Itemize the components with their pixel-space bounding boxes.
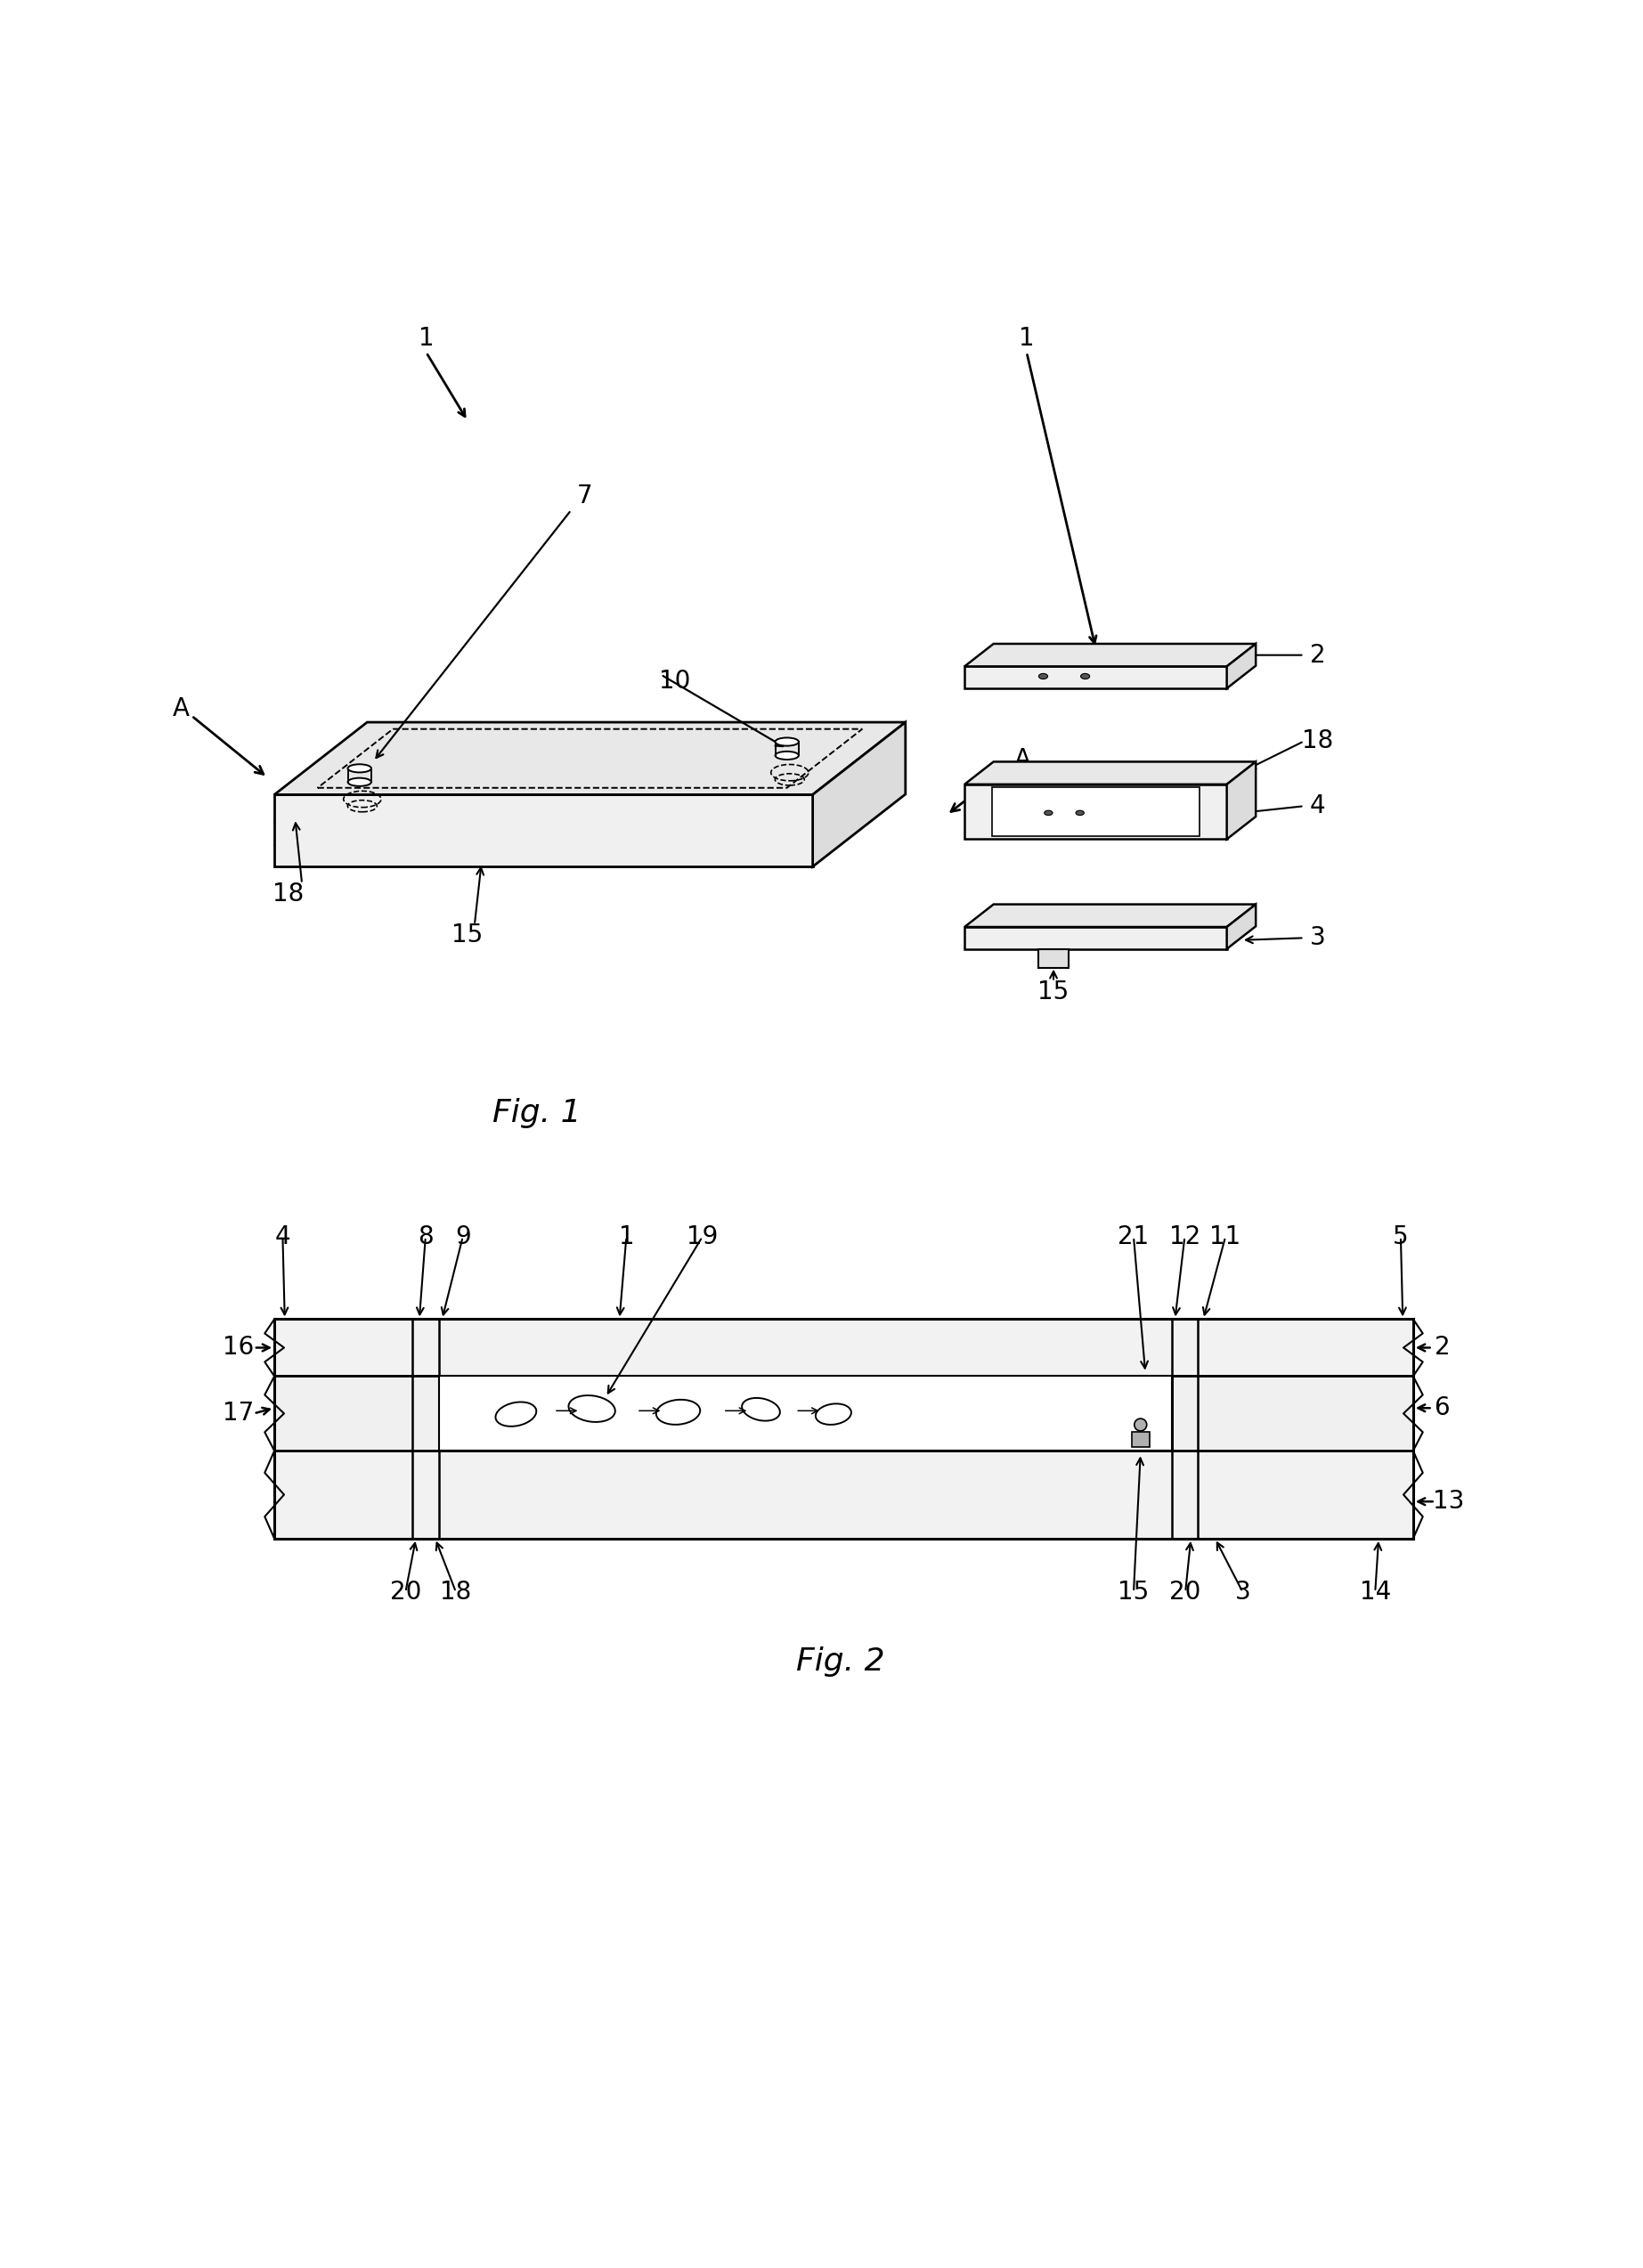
Polygon shape [992,787,1199,837]
Text: 21: 21 [1117,1225,1150,1250]
Text: 15: 15 [1117,1579,1150,1603]
Polygon shape [964,762,1255,785]
Ellipse shape [1081,674,1089,678]
Text: A: A [173,696,189,721]
Polygon shape [1132,1431,1150,1447]
Text: 17: 17 [223,1402,255,1427]
Text: 15: 15 [1038,980,1070,1005]
Polygon shape [964,905,1255,928]
Polygon shape [274,1377,439,1452]
Text: 18: 18 [273,882,304,907]
Text: Fig. 2: Fig. 2 [795,1647,884,1676]
Text: 15: 15 [452,923,483,948]
Ellipse shape [348,764,371,773]
Ellipse shape [348,778,371,787]
Text: 6: 6 [1434,1395,1451,1420]
Text: 1: 1 [419,327,434,352]
Text: 3: 3 [1309,925,1326,950]
Polygon shape [1038,948,1070,968]
Text: 20: 20 [1170,1579,1201,1603]
Text: 9: 9 [455,1225,470,1250]
Polygon shape [439,1377,1171,1452]
Polygon shape [274,721,905,794]
Ellipse shape [1045,810,1053,814]
Text: 11: 11 [1209,1225,1240,1250]
Text: 2: 2 [1434,1336,1451,1361]
Text: 13: 13 [1433,1490,1466,1515]
Polygon shape [1227,905,1255,948]
Polygon shape [964,785,1227,839]
Text: 4: 4 [1309,794,1326,819]
Text: 8: 8 [417,1225,434,1250]
Text: 20: 20 [389,1579,421,1603]
Ellipse shape [1038,674,1048,678]
Polygon shape [964,667,1227,689]
Text: 1: 1 [618,1225,634,1250]
Text: 4: 4 [274,1225,291,1250]
Circle shape [1134,1418,1147,1431]
Text: 19: 19 [687,1225,718,1250]
Text: 5: 5 [1393,1225,1408,1250]
Polygon shape [813,721,905,866]
Text: 18: 18 [1303,728,1334,753]
Ellipse shape [775,751,798,760]
Text: 18: 18 [440,1579,472,1603]
Text: 3: 3 [1236,1579,1250,1603]
Text: 12: 12 [1170,1225,1201,1250]
Polygon shape [1171,1377,1413,1452]
Polygon shape [274,1320,1413,1377]
Polygon shape [1227,644,1255,689]
Polygon shape [274,1452,1413,1538]
Ellipse shape [775,737,798,746]
Polygon shape [964,928,1227,948]
Text: 14: 14 [1359,1579,1392,1603]
Text: 7: 7 [577,483,593,508]
Polygon shape [274,794,813,866]
Text: 16: 16 [223,1336,255,1361]
Polygon shape [964,644,1255,667]
Text: 2: 2 [1309,642,1326,667]
Text: 1: 1 [1019,327,1035,352]
Text: 10: 10 [659,669,690,694]
Text: Fig. 1: Fig. 1 [493,1098,582,1129]
Text: A: A [1014,748,1032,773]
Ellipse shape [1076,810,1084,814]
Polygon shape [1227,762,1255,839]
